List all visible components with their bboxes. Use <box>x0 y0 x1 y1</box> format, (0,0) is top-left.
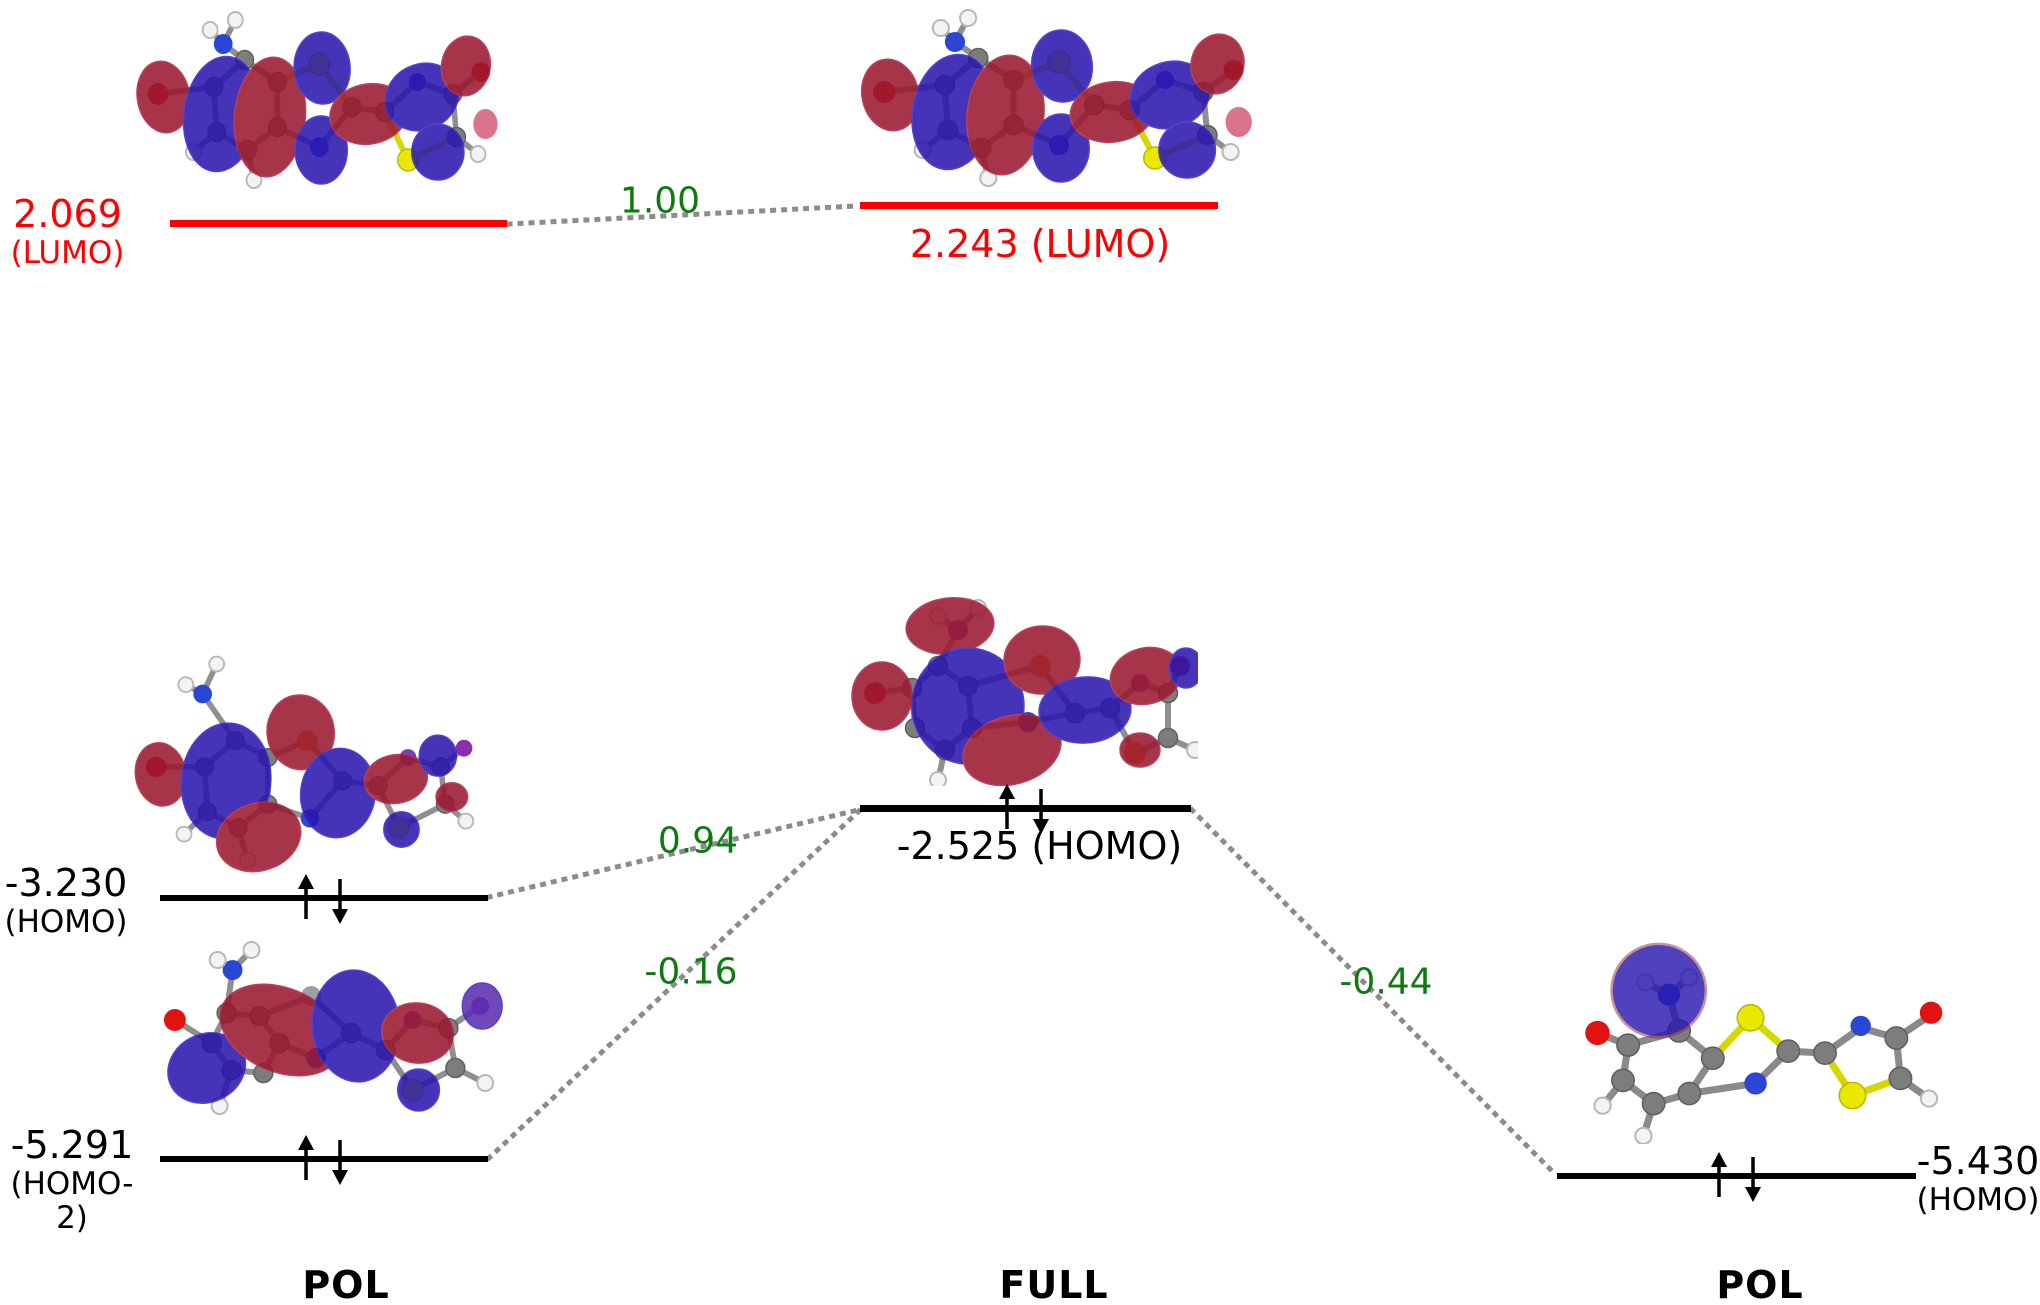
energy-label-pol-left-lumo: 2.069 (LUMO) <box>5 193 130 270</box>
level-line-pol-left-homo2 <box>160 1156 488 1162</box>
electron-pair-pol-right-homo <box>1711 1152 1761 1202</box>
electron-pair-pol-left-homo <box>298 874 348 924</box>
level-line-pol-left-lumo <box>170 220 507 227</box>
energy-value: -3.230 <box>4 861 128 905</box>
coupling-value-homo-homo-right: -0.44 <box>1339 961 1433 1003</box>
energy-label-pol-right-homo: -5.430 (HOMO) <box>1916 1140 2040 1217</box>
energy-label-full-homo: -2.525 (HOMO) <box>896 824 1183 868</box>
orbital-lumo-full <box>852 0 1276 190</box>
orbital-name: (HOMO) <box>4 903 128 940</box>
orbital-name: (HOMO) <box>1916 1181 2040 1218</box>
coupling-value-lumo-lumo: 1.00 <box>619 180 701 222</box>
coupling-value-homo2-homo: -0.16 <box>644 951 738 993</box>
energy-value: -5.430 <box>1916 1139 2040 1183</box>
homo-lobe-sphere <box>1612 945 1705 1036</box>
orbital-homo-full <box>851 597 1198 786</box>
electron-pair-pol-left-homo2 <box>298 1135 348 1185</box>
energy-label-pol-left-homo2: -5.291 (HOMO-2) <box>0 1124 144 1236</box>
orbital-name: (LUMO) <box>10 234 125 271</box>
energy-label-full-lumo: 2.243 (LUMO) <box>909 222 1171 266</box>
energy-value: -5.291 <box>10 1123 134 1167</box>
coupling-value-homo-homo: 0.94 <box>657 820 739 862</box>
electron-pair-full-homo <box>999 784 1049 834</box>
orbital-homo-pol-left <box>134 655 475 873</box>
column-label-full: FULL <box>999 1263 1109 1305</box>
level-line-pol-left-homo <box>160 895 488 901</box>
level-line-full-lumo <box>860 202 1218 209</box>
orbital-name: (HOMO-2) <box>10 1165 134 1237</box>
column-label-pol-left: POL <box>302 1263 390 1305</box>
energy-value: 2.069 <box>13 192 122 236</box>
column-label-pol-right: POL <box>1716 1263 1804 1305</box>
level-line-pol-right-homo <box>1557 1173 1916 1179</box>
energy-label-pol-left-homo: -3.230 (HOMO) <box>0 862 132 939</box>
orbital-lumo-pol-left <box>128 2 520 192</box>
molecule-pol-right <box>1585 942 1943 1144</box>
orbital-homo2-pol-left <box>163 941 503 1115</box>
level-line-full-homo <box>860 805 1191 812</box>
